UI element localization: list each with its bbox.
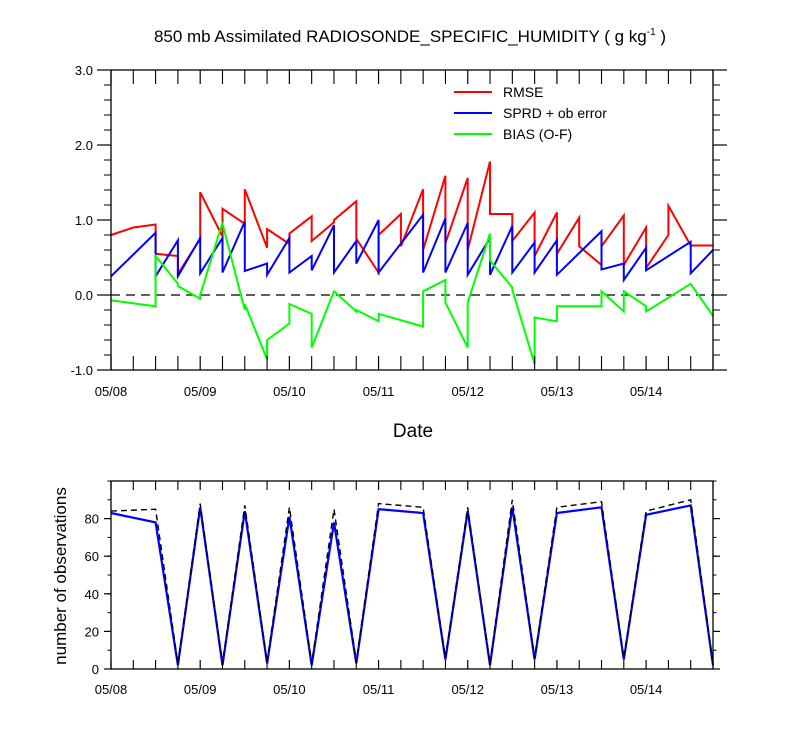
x-tick-label: 05/11 bbox=[363, 682, 395, 697]
y-tick-label: 2.0 bbox=[75, 138, 93, 153]
series-line-possible bbox=[110, 498, 714, 664]
x-tick-label: 05/08 bbox=[95, 384, 128, 399]
y-tick-label: 60 bbox=[85, 549, 99, 564]
y-tick-label: -1.0 bbox=[71, 363, 93, 378]
x-tick-label: 05/10 bbox=[273, 682, 306, 697]
series-line-sprd-ob-error bbox=[110, 211, 714, 284]
x-tick-label: 05/14 bbox=[630, 682, 663, 697]
series-line-rmse bbox=[110, 161, 713, 278]
y-tick-label: 0.0 bbox=[75, 288, 93, 303]
y-tick-label: 80 bbox=[85, 512, 99, 527]
y-tick-label: 0 bbox=[92, 662, 99, 677]
bottom-chart: 05/08 05/09 05/10 05/11 05/12 05/13 05/14 0 20 40… bbox=[51, 480, 720, 697]
top-axis-ticks: 05/08 05/09 05/10 05/11 05/12 05/13 05/14 -1.0 0… bbox=[71, 63, 727, 399]
y-axis-title: number of observations bbox=[51, 487, 70, 665]
chart-title: 850 mb Assimilated RADIOSONDE_SPECIFIC_H… bbox=[154, 27, 666, 46]
bottom-series-layer bbox=[110, 498, 715, 666]
x-tick-label: 05/14 bbox=[630, 384, 663, 399]
top-chart: 850 mb Assimilated RADIOSONDE_SPECIFIC_H… bbox=[71, 27, 727, 442]
x-tick-label: 05/12 bbox=[451, 682, 484, 697]
y-tick-label: 20 bbox=[85, 624, 99, 639]
legend: RMSE SPRD + ob error BIAS (O-F) bbox=[454, 84, 607, 142]
x-tick-label: 05/11 bbox=[363, 384, 395, 399]
x-tick-label: 05/09 bbox=[184, 682, 217, 697]
x-tick-label: 05/12 bbox=[451, 384, 484, 399]
x-tick-label: 05/09 bbox=[184, 384, 217, 399]
series-line-bias-o-f bbox=[110, 222, 714, 365]
series-line-used bbox=[110, 504, 715, 666]
x-axis-title: Date bbox=[393, 421, 433, 442]
bottom-axis-ticks: 05/08 05/09 05/10 05/11 05/12 05/13 05/14 0 20 40… bbox=[85, 480, 720, 697]
legend-label: BIAS (O-F) bbox=[503, 126, 572, 142]
y-tick-label: 1.0 bbox=[75, 213, 93, 228]
top-series-layer bbox=[110, 161, 714, 365]
x-tick-label: 05/13 bbox=[541, 384, 574, 399]
x-tick-label: 05/13 bbox=[541, 682, 574, 697]
y-tick-label: 40 bbox=[85, 587, 99, 602]
y-tick-label: 3.0 bbox=[75, 63, 93, 78]
legend-label: RMSE bbox=[503, 84, 543, 100]
x-tick-label: 05/10 bbox=[273, 384, 306, 399]
x-tick-label: 05/08 bbox=[95, 682, 128, 697]
legend-label: SPRD + ob error bbox=[503, 105, 607, 121]
